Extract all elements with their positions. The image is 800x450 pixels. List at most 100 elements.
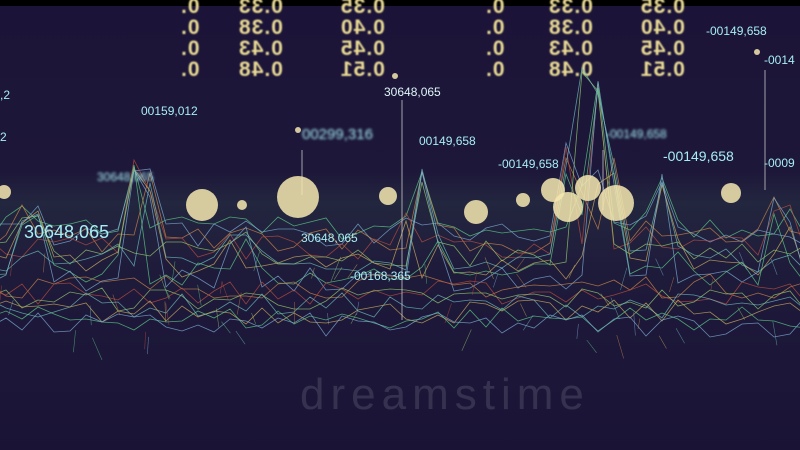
value-label: -00149,658 [706, 24, 767, 38]
wireframe-mesh-line [520, 303, 527, 317]
value-label: ,2 [0, 88, 11, 102]
wireframe-mesh-line [164, 301, 167, 323]
wireframe-mesh-line [669, 277, 675, 293]
wireframe-mesh-line [710, 279, 713, 292]
wireframe-mesh-line [492, 273, 499, 288]
wireframe-mesh-line [221, 281, 229, 300]
wireframe-mesh-line [568, 264, 576, 279]
wireframe-line [0, 292, 800, 319]
wireframe-mesh-line [147, 336, 149, 355]
wireframe-mesh-line [738, 252, 747, 270]
bokeh-light [598, 185, 634, 221]
wireframe-mesh-line [235, 330, 246, 345]
wireframe-mesh-line [616, 334, 624, 359]
bokeh-light [516, 193, 530, 207]
wireframe-line [0, 86, 800, 260]
value-label: 00299,316 [302, 126, 373, 143]
watermark: dreamstime [300, 370, 590, 419]
wireframe-line [0, 280, 800, 305]
wireframe-mesh-line [600, 293, 610, 306]
wireframe-mesh-line [424, 264, 428, 284]
wireframe-mesh-line [576, 323, 579, 339]
wireframe-mesh-line [675, 328, 685, 344]
wireframe-line [0, 306, 800, 332]
wireframe-line [0, 71, 800, 267]
bokeh-light [392, 73, 398, 79]
value-label: -00149,658 [498, 157, 559, 171]
wireframe-line [0, 80, 800, 292]
wireframe-mesh-line [10, 255, 13, 277]
wireframe-line [0, 312, 800, 338]
wireframe-mesh-line [350, 313, 357, 324]
wireframe-mesh-line [333, 267, 343, 280]
bokeh-light [553, 192, 583, 222]
bokeh-light [237, 200, 247, 210]
wireframe-mesh-line [0, 285, 2, 301]
wireframe-mesh-line [772, 321, 778, 346]
wireframe-mesh-line [311, 267, 315, 279]
wireframe-mesh-line [620, 267, 628, 291]
wireframe-mesh-line [347, 264, 358, 279]
wireframe-mesh-line [197, 284, 202, 306]
wireframe-mesh-line [461, 329, 472, 351]
bokeh-light [186, 189, 218, 221]
wireframe-mesh-line [327, 313, 329, 325]
wireframe-mesh-line [356, 301, 360, 315]
wireframe-mesh-line [737, 307, 745, 320]
wireframe-mesh-line [89, 305, 92, 326]
wireframe-mesh-line [171, 261, 176, 282]
wireframe-mesh-line [522, 315, 534, 331]
wireframe-line [0, 287, 800, 312]
wireframe-mesh-line [221, 321, 231, 334]
wireframe-mesh-line [43, 253, 46, 273]
bokeh-light [575, 175, 601, 201]
bokeh-light [754, 49, 760, 55]
value-label: 30648,065 [384, 85, 441, 99]
value-label: -0014 [764, 53, 795, 67]
wireframe-mesh-line [163, 285, 171, 299]
wireframe-line [0, 87, 800, 286]
value-label: 2 [0, 130, 7, 144]
wireframe-line [0, 156, 800, 254]
bokeh-light [277, 176, 319, 218]
wireframe-mesh-line [165, 303, 170, 326]
value-label: -00149,658 [663, 148, 734, 164]
wireframe-mesh-line [8, 300, 14, 316]
wireframe-mesh-line [516, 273, 527, 288]
wireframe-mesh-line [219, 281, 223, 294]
wireframe-line [0, 141, 800, 247]
wireframe-mesh-line [112, 294, 121, 316]
wireframe-mesh-line [144, 331, 146, 350]
wireframe-line [0, 66, 800, 273]
value-label: 00159,012 [141, 104, 198, 118]
wireframe-mesh-line [92, 337, 103, 360]
wireframe-mesh-line [586, 339, 597, 354]
wireframe-mesh-line [610, 297, 620, 319]
wireframe-mesh-line [516, 258, 525, 270]
wireframe-mesh-line [444, 303, 452, 323]
wireframe-mesh-line [253, 251, 260, 272]
value-label: 30648,065 [24, 222, 110, 242]
bokeh-light [379, 187, 397, 205]
top-black-bar [0, 0, 800, 6]
wireframe-mesh-line [471, 270, 478, 296]
bokeh-light [0, 185, 11, 199]
value-label: 30648,065 [301, 231, 358, 245]
value-label: 30648,065 [97, 170, 154, 184]
wireframe-mesh-line [655, 258, 664, 276]
wireframe-mesh-line [330, 256, 341, 282]
wireframe-mesh-line [216, 308, 220, 328]
wireframe-mesh-line [637, 318, 641, 330]
value-label: -00149,658 [606, 127, 667, 141]
bokeh-light [295, 127, 301, 133]
wireframe-mesh-line [633, 312, 636, 336]
value-label: -0009 [764, 156, 795, 170]
value-label: 00149,658 [419, 134, 476, 148]
wireframe-mesh-line [236, 292, 242, 315]
value-label: -00168,365 [350, 269, 411, 283]
wireframe-mesh-line [73, 330, 76, 353]
bokeh-light [721, 183, 741, 203]
wireframe-mesh-line [484, 257, 494, 280]
